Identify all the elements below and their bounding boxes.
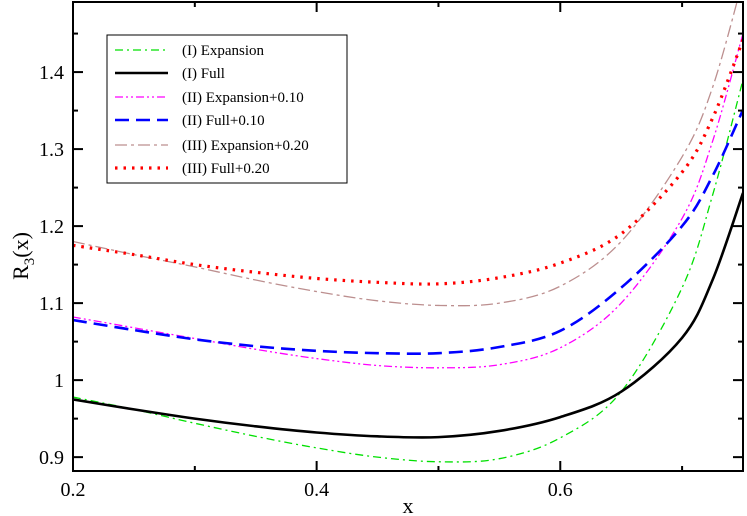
legend-label: (I) Full bbox=[182, 66, 225, 82]
series-line-6 bbox=[73, 39, 743, 286]
y-axis-label: R3(x) bbox=[8, 232, 38, 280]
series-line-4 bbox=[73, 109, 743, 356]
series-line-2 bbox=[73, 192, 743, 439]
y-axis-label-tail: (x) bbox=[8, 232, 33, 258]
x-axis-label: x bbox=[403, 493, 414, 516]
y-tick-label: 1.1 bbox=[39, 293, 64, 315]
legend-box bbox=[106, 34, 348, 184]
legend-label: (III) Expansion+0.20 bbox=[182, 138, 309, 154]
y-axis-label-main: R bbox=[8, 265, 33, 280]
y-tick-label: 1.2 bbox=[39, 216, 64, 238]
legend: (I) Expansion (I) Full (II) Expansion+0.10… bbox=[106, 34, 348, 184]
legend-label: (III) Full+0.20 bbox=[182, 161, 270, 177]
y-tick-label: 1.3 bbox=[39, 139, 64, 161]
x-tick-label: 0.2 bbox=[61, 479, 86, 501]
series-line-5 bbox=[73, 2, 738, 307]
series-line-1 bbox=[73, 79, 743, 463]
y-axis-label-subscript: 3 bbox=[22, 258, 38, 266]
axis-ticks bbox=[72, 2, 743, 471]
tick-labels: 0.2 0.4 0.6 0.9 1 1.1 1.2 1.3 1.4 bbox=[39, 62, 573, 501]
x-tick-label: 0.4 bbox=[304, 479, 329, 501]
y-tick-label: 1.4 bbox=[39, 62, 64, 84]
plot-frame bbox=[72, 1, 744, 472]
x-tick-label: 0.6 bbox=[548, 479, 573, 501]
legend-label: (II) Full+0.10 bbox=[182, 113, 265, 129]
y-tick-label: 0.9 bbox=[39, 447, 64, 469]
y-tick-label: 1 bbox=[54, 370, 64, 392]
legend-label: (II) Expansion+0.10 bbox=[182, 90, 304, 106]
series-lines bbox=[73, 2, 743, 463]
legend-label: (I) Expansion bbox=[182, 43, 265, 59]
